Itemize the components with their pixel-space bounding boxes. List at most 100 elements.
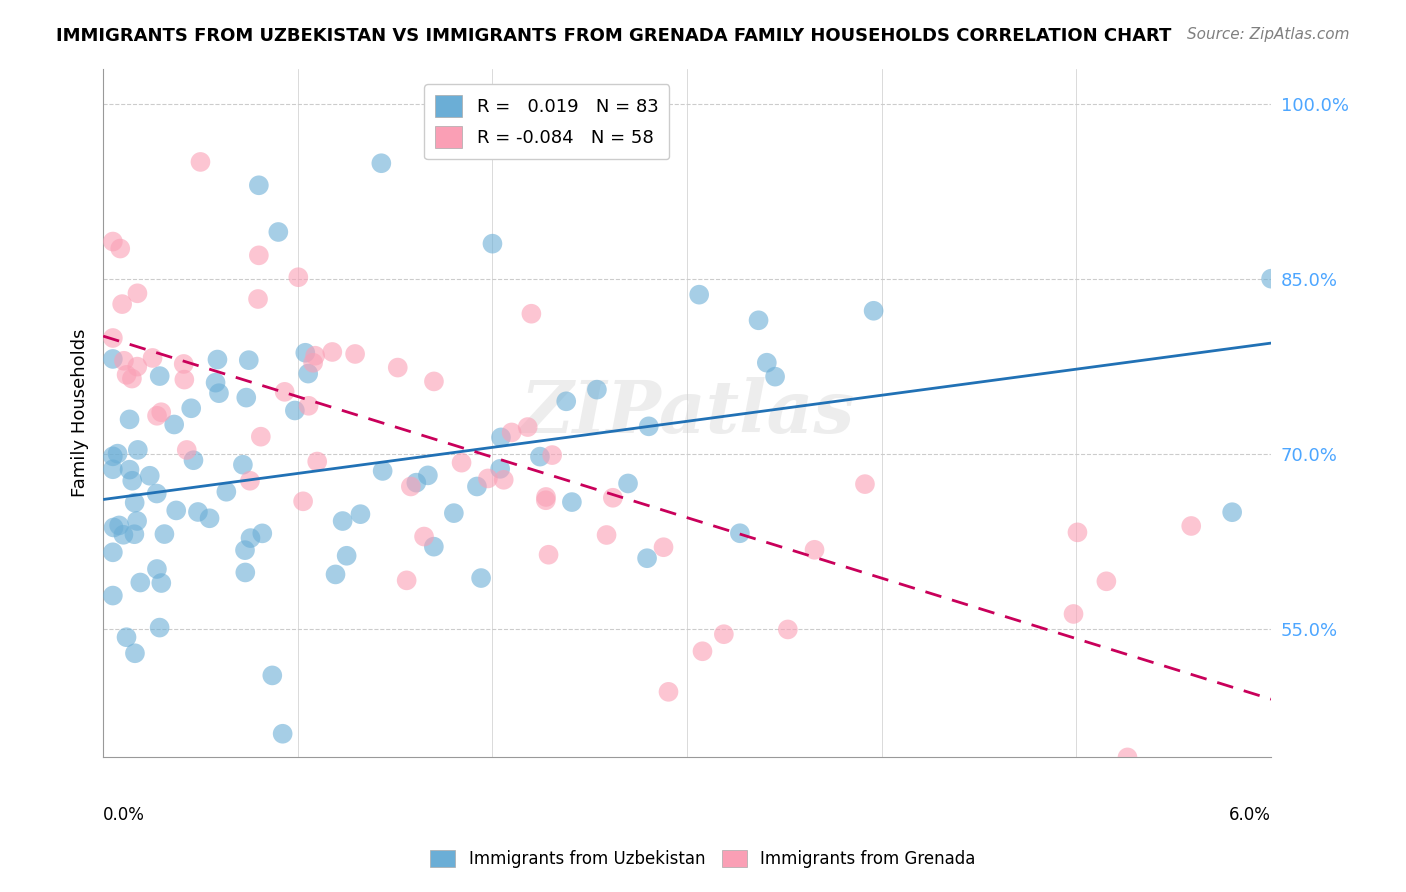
Grenada: [652, 540, 675, 554]
Grenada: [1116, 750, 1139, 764]
Uzbekistan: [349, 507, 371, 521]
Uzbekistan: [149, 621, 172, 635]
Grenada: [537, 548, 560, 562]
Uzbekistan: [443, 506, 465, 520]
Uzbekistan: [101, 545, 124, 559]
Uzbekistan: [489, 430, 512, 444]
Grenada: [287, 270, 309, 285]
Grenada: [692, 644, 714, 658]
Uzbekistan: [183, 453, 205, 467]
Grenada: [190, 155, 212, 169]
Text: ZIPatlas: ZIPatlas: [520, 377, 855, 449]
Grenada: [657, 685, 679, 699]
Grenada: [176, 442, 198, 457]
Grenada: [853, 477, 876, 491]
Text: 0.0%: 0.0%: [103, 805, 145, 823]
Uzbekistan: [129, 575, 152, 590]
Uzbekistan: [561, 495, 583, 509]
Uzbekistan: [232, 458, 254, 472]
Uzbekistan: [207, 352, 229, 367]
Uzbekistan: [262, 668, 284, 682]
Y-axis label: Family Households: Family Households: [72, 329, 89, 497]
Uzbekistan: [115, 630, 138, 644]
Grenada: [1095, 574, 1118, 589]
Grenada: [110, 242, 132, 256]
Grenada: [250, 430, 273, 444]
Grenada: [101, 235, 124, 249]
Uzbekistan: [688, 287, 710, 301]
Grenada: [399, 479, 422, 493]
Grenada: [127, 286, 149, 301]
Uzbekistan: [180, 401, 202, 416]
Uzbekistan: [481, 236, 503, 251]
Grenada: [423, 375, 446, 389]
Grenada: [292, 494, 315, 508]
Uzbekistan: [271, 727, 294, 741]
Uzbekistan: [284, 403, 307, 417]
Uzbekistan: [728, 526, 751, 541]
Grenada: [344, 347, 367, 361]
Grenada: [602, 491, 624, 505]
Grenada: [150, 405, 173, 419]
Grenada: [1066, 525, 1088, 540]
Uzbekistan: [127, 514, 149, 528]
Uzbekistan: [204, 376, 226, 390]
Uzbekistan: [165, 503, 187, 517]
Legend: Immigrants from Uzbekistan, Immigrants from Grenada: Immigrants from Uzbekistan, Immigrants f…: [423, 843, 983, 875]
Uzbekistan: [208, 386, 231, 401]
Uzbekistan: [332, 514, 354, 528]
Uzbekistan: [1220, 505, 1243, 519]
Grenada: [173, 357, 195, 371]
Grenada: [492, 473, 515, 487]
Uzbekistan: [118, 463, 141, 477]
Uzbekistan: [294, 345, 316, 359]
Uzbekistan: [1260, 271, 1282, 285]
Uzbekistan: [107, 447, 129, 461]
Grenada: [142, 351, 165, 365]
Uzbekistan: [755, 356, 778, 370]
Grenada: [501, 425, 523, 440]
Uzbekistan: [235, 391, 257, 405]
Uzbekistan: [239, 531, 262, 545]
Uzbekistan: [637, 419, 659, 434]
Uzbekistan: [153, 527, 176, 541]
Uzbekistan: [108, 518, 131, 533]
Uzbekistan: [139, 468, 162, 483]
Grenada: [516, 420, 538, 434]
Grenada: [247, 248, 270, 262]
Grenada: [297, 399, 319, 413]
Uzbekistan: [149, 369, 172, 384]
Uzbekistan: [124, 496, 146, 510]
Uzbekistan: [187, 505, 209, 519]
Grenada: [127, 359, 149, 374]
Grenada: [304, 349, 326, 363]
Grenada: [595, 528, 617, 542]
Uzbekistan: [238, 353, 260, 368]
Uzbekistan: [233, 543, 256, 558]
Uzbekistan: [233, 566, 256, 580]
Grenada: [121, 371, 143, 385]
Grenada: [101, 331, 124, 345]
Uzbekistan: [529, 450, 551, 464]
Uzbekistan: [127, 442, 149, 457]
Uzbekistan: [163, 417, 186, 432]
Uzbekistan: [465, 479, 488, 493]
Uzbekistan: [416, 468, 439, 483]
Grenada: [307, 454, 329, 468]
Uzbekistan: [247, 178, 270, 193]
Grenada: [541, 448, 564, 462]
Uzbekistan: [101, 462, 124, 476]
Uzbekistan: [748, 313, 770, 327]
Uzbekistan: [470, 571, 492, 585]
Grenada: [1180, 519, 1202, 533]
Uzbekistan: [336, 549, 359, 563]
Uzbekistan: [370, 156, 392, 170]
Uzbekistan: [252, 526, 274, 541]
Grenada: [115, 368, 138, 382]
Uzbekistan: [103, 520, 125, 534]
Uzbekistan: [325, 567, 347, 582]
Uzbekistan: [150, 576, 173, 591]
Grenada: [273, 384, 295, 399]
Grenada: [803, 542, 825, 557]
Uzbekistan: [489, 462, 512, 476]
